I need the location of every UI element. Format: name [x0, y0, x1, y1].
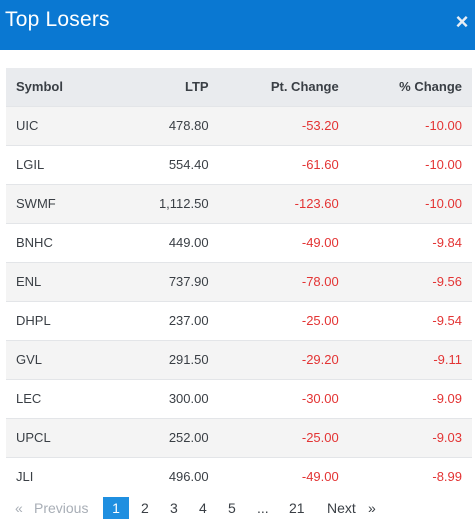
- symbol-cell: LEC: [6, 378, 114, 418]
- column-header-pct-change[interactable]: % Change: [399, 79, 462, 95]
- symbol-cell: UPCL: [6, 417, 114, 457]
- pt-change-cell: -123.60: [208, 183, 339, 223]
- column-header-pt-change[interactable]: Pt. Change: [270, 79, 339, 95]
- symbol-cell: GVL: [6, 339, 114, 379]
- pagination: « Previous 1 2 3 4 5 ... 21 Next »: [0, 497, 475, 519]
- ltp-cell: 291.50: [113, 339, 209, 379]
- page-button-5[interactable]: 5: [228, 500, 236, 516]
- page-button-21[interactable]: 21: [289, 500, 305, 516]
- symbol-cell: UIC: [6, 105, 114, 145]
- symbol-cell: DHPL: [6, 300, 114, 340]
- modal-header: Top Losers ×: [0, 0, 475, 50]
- pt-change-cell: -61.60: [208, 144, 339, 184]
- next-arrow-icon[interactable]: »: [368, 500, 376, 516]
- table-row[interactable]: UIC 478.80 -53.20 -10.00: [6, 105, 472, 145]
- next-button[interactable]: Next: [327, 500, 356, 516]
- ltp-cell: 1,112.50: [113, 183, 209, 223]
- symbol-cell: ENL: [6, 261, 114, 301]
- close-icon[interactable]: ×: [455, 9, 469, 34]
- table-row[interactable]: LGIL 554.40 -61.60 -10.00: [6, 144, 472, 184]
- pagination-ellipsis: ...: [257, 500, 269, 516]
- ltp-cell: 554.40: [113, 144, 209, 184]
- pt-change-cell: -78.00: [208, 261, 339, 301]
- pct-change-cell: -8.99: [338, 456, 472, 496]
- pct-change-cell: -9.56: [338, 261, 472, 301]
- symbol-cell: JLI: [6, 456, 114, 496]
- ltp-cell: 300.00: [113, 378, 209, 418]
- pt-change-cell: -29.20: [208, 339, 339, 379]
- column-header-symbol[interactable]: Symbol: [16, 79, 63, 95]
- page-button-2[interactable]: 2: [141, 500, 149, 516]
- pt-change-cell: -49.00: [208, 222, 339, 262]
- ltp-cell: 478.80: [113, 105, 209, 145]
- pct-change-cell: -9.54: [338, 300, 472, 340]
- top-losers-table: Symbol LTP Pt. Change % Change UIC 478.8…: [6, 68, 472, 496]
- ltp-cell: 496.00: [113, 456, 209, 496]
- table-row[interactable]: DHPL 237.00 -25.00 -9.54: [6, 300, 472, 340]
- page-button-1[interactable]: 1: [103, 497, 129, 519]
- ltp-cell: 252.00: [113, 417, 209, 457]
- table-row[interactable]: GVL 291.50 -29.20 -9.11: [6, 339, 472, 379]
- pt-change-cell: -25.00: [208, 417, 339, 457]
- symbol-cell: LGIL: [6, 144, 114, 184]
- table-row[interactable]: UPCL 252.00 -25.00 -9.03: [6, 417, 472, 457]
- table-row[interactable]: BNHC 449.00 -49.00 -9.84: [6, 222, 472, 262]
- pct-change-cell: -9.03: [338, 417, 472, 457]
- pct-change-cell: -10.00: [338, 144, 472, 184]
- pt-change-cell: -30.00: [208, 378, 339, 418]
- table-row[interactable]: JLI 496.00 -49.00 -8.99: [6, 456, 472, 496]
- previous-button[interactable]: Previous: [34, 500, 89, 516]
- pct-change-cell: -9.09: [338, 378, 472, 418]
- pct-change-cell: -9.11: [338, 339, 472, 379]
- pct-change-cell: -10.00: [338, 105, 472, 145]
- page-button-3[interactable]: 3: [170, 500, 178, 516]
- ltp-cell: 237.00: [113, 300, 209, 340]
- symbol-cell: BNHC: [6, 222, 114, 262]
- pt-change-cell: -53.20: [208, 105, 339, 145]
- pct-change-cell: -10.00: [338, 183, 472, 223]
- table-row[interactable]: SWMF 1,112.50 -123.60 -10.00: [6, 183, 472, 223]
- pt-change-cell: -25.00: [208, 300, 339, 340]
- pct-change-cell: -9.84: [338, 222, 472, 262]
- pt-change-cell: -49.00: [208, 456, 339, 496]
- previous-arrow-icon[interactable]: «: [15, 500, 23, 516]
- table-row[interactable]: ENL 737.90 -78.00 -9.56: [6, 261, 472, 301]
- ltp-cell: 449.00: [113, 222, 209, 262]
- table-row[interactable]: LEC 300.00 -30.00 -9.09: [6, 378, 472, 418]
- page-button-4[interactable]: 4: [199, 500, 207, 516]
- ltp-cell: 737.90: [113, 261, 209, 301]
- column-header-ltp[interactable]: LTP: [185, 79, 209, 95]
- symbol-cell: SWMF: [6, 183, 114, 223]
- table-header-row: Symbol LTP Pt. Change % Change: [6, 68, 472, 106]
- modal-title: Top Losers: [5, 8, 110, 31]
